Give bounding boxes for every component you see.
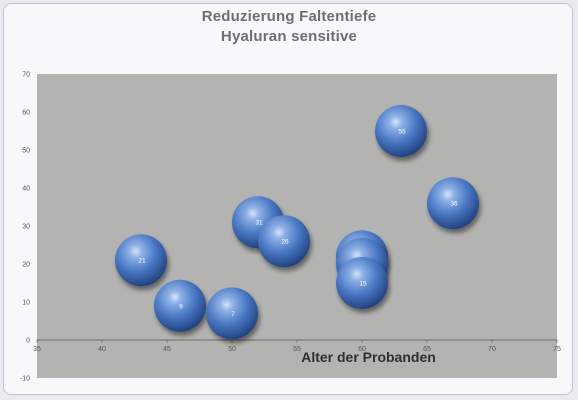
bubble-label: 36: [450, 201, 458, 208]
data-point: 26: [258, 215, 310, 268]
y-tick-label: 40: [22, 186, 30, 193]
x-tick-label: 60: [358, 346, 366, 353]
y-tick-label: 50: [22, 148, 30, 155]
x-tick-label: 45: [163, 346, 171, 353]
bubble-marker: [206, 287, 258, 340]
bubble-marker: [336, 257, 388, 309]
chart-subtitle: Hyaluran sensitive: [220, 28, 358, 45]
bubble-label: 15: [359, 281, 367, 288]
bubble-label: 31: [255, 220, 263, 227]
bubble-marker: [375, 105, 427, 157]
bubble-label: 7: [231, 311, 235, 318]
data-point: 21: [115, 234, 167, 287]
x-tick-label: 70: [488, 346, 496, 353]
chart-title: Reduzierung Faltentiefe: [201, 8, 377, 25]
y-tick-label: 60: [22, 110, 30, 117]
data-point: 15: [336, 257, 388, 309]
x-tick-label: 55: [293, 346, 301, 353]
y-tick-label: -10: [20, 376, 30, 383]
data-point: 36: [427, 177, 479, 230]
data-point: 55: [375, 105, 427, 157]
y-tick-label: 10: [22, 300, 30, 307]
x-tick-label: 40: [98, 346, 106, 353]
x-tick-label: 65: [423, 346, 431, 353]
bubble-label: 55: [398, 129, 406, 136]
data-point: 9: [154, 279, 206, 332]
y-tick-label: 70: [22, 72, 30, 79]
bubble-label: 21: [138, 258, 146, 265]
y-tick-label: 0: [26, 338, 30, 345]
data-point: 7: [206, 287, 258, 340]
x-axis-label: Alter der Probanden: [301, 349, 436, 365]
x-tick-label: 50: [228, 346, 236, 353]
x-tick-label: 75: [553, 346, 561, 353]
x-tick-label: 35: [33, 346, 41, 353]
bubble-marker: [154, 279, 206, 332]
bubble-marker: [258, 215, 310, 268]
bubble-label: 26: [281, 239, 289, 246]
bubble-label: 9: [179, 303, 183, 310]
bubble-marker: [427, 177, 479, 230]
y-tick-label: 30: [22, 224, 30, 231]
y-tick-label: 20: [22, 262, 30, 269]
bubble-marker: [115, 234, 167, 287]
